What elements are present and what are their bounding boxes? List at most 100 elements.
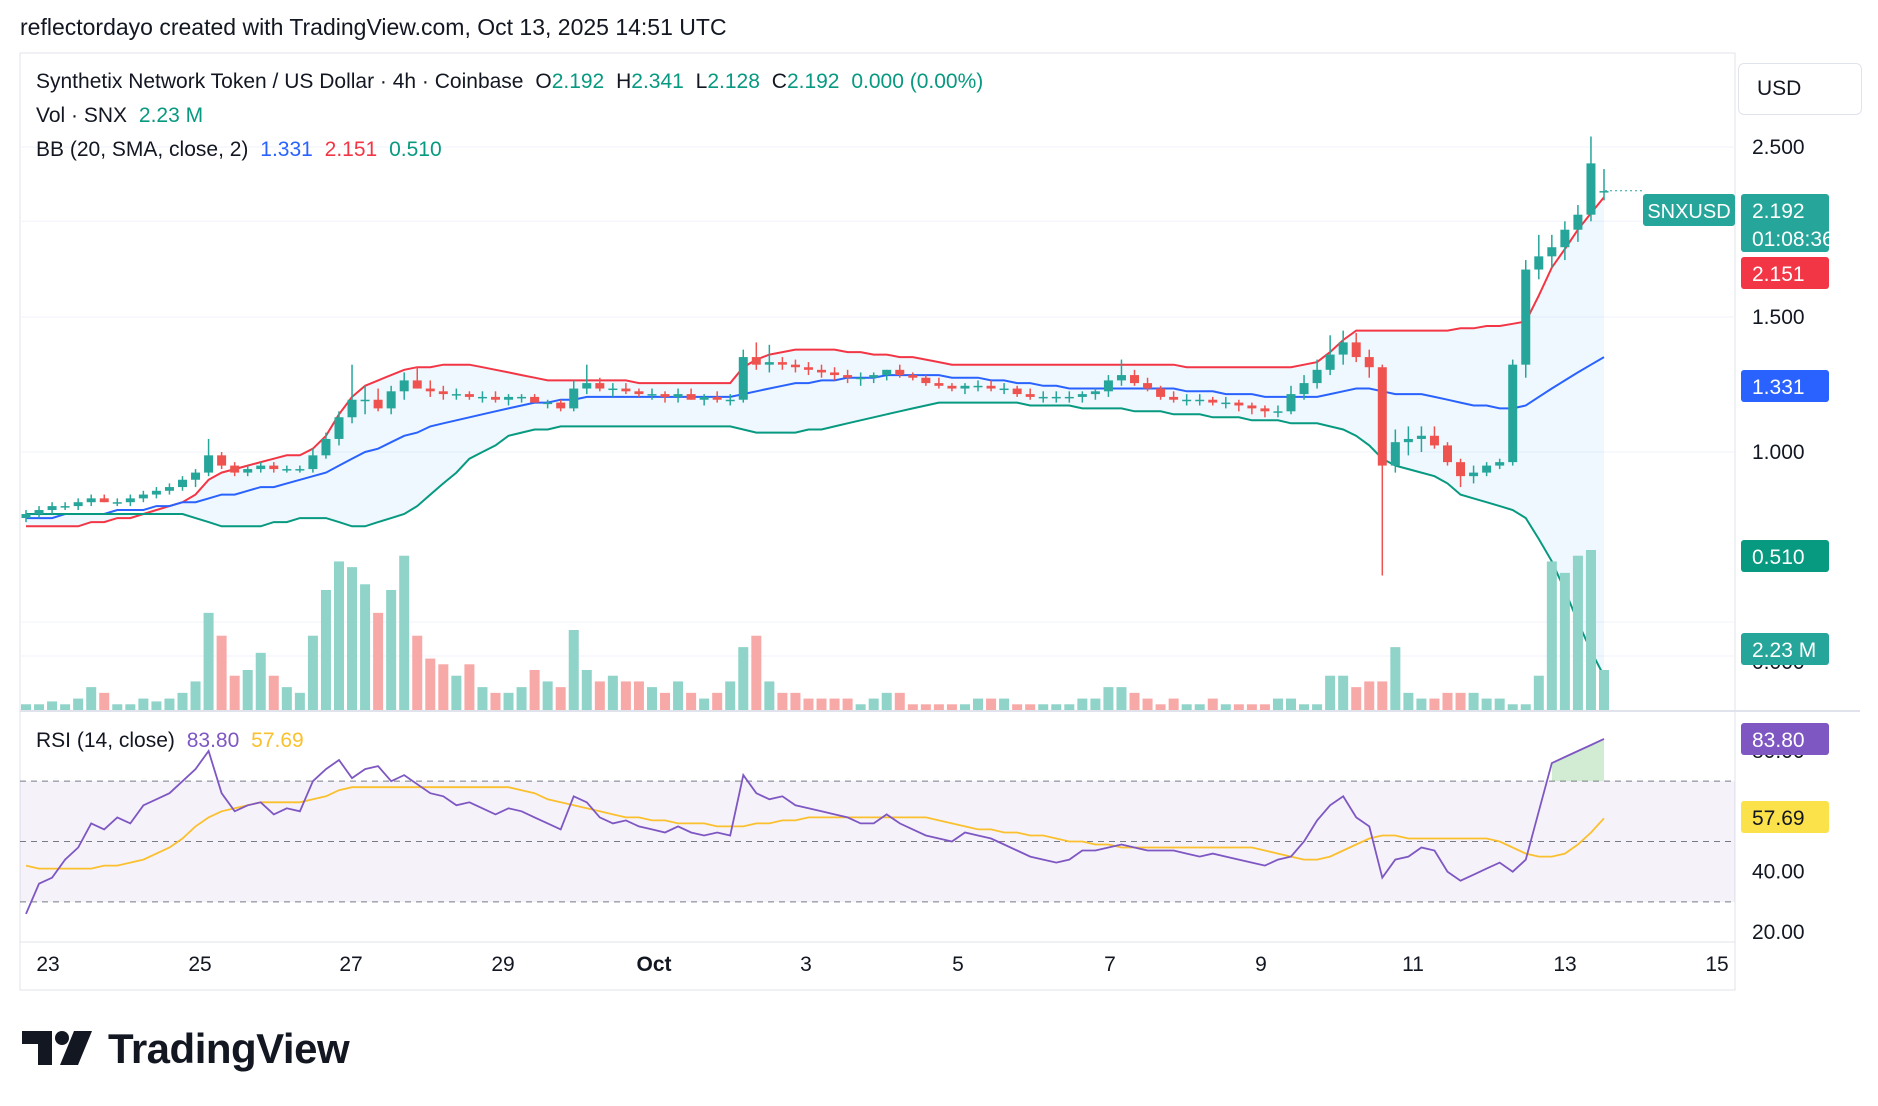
candle bbox=[608, 383, 618, 397]
currency-button[interactable]: USD bbox=[1738, 63, 1862, 115]
candle bbox=[1116, 359, 1126, 386]
candle bbox=[882, 369, 892, 381]
rsi-marker: 83.80 bbox=[1741, 723, 1829, 755]
volume-value: 2.23 M bbox=[138, 104, 204, 127]
candle bbox=[1273, 405, 1283, 418]
candle bbox=[973, 380, 983, 392]
candle bbox=[673, 388, 683, 403]
bb-lower-marker-text: 0.510 bbox=[1752, 546, 1805, 569]
candle-body bbox=[986, 385, 996, 389]
volume-bar bbox=[1312, 704, 1323, 710]
volume-bar bbox=[451, 675, 462, 710]
candle bbox=[803, 362, 813, 376]
volume-bar bbox=[229, 675, 240, 710]
candle-body bbox=[882, 369, 892, 376]
candle-body bbox=[1377, 367, 1387, 466]
volume-bar bbox=[842, 698, 853, 710]
volume-bar bbox=[1442, 692, 1453, 710]
candle-body bbox=[777, 362, 787, 365]
volume-bar bbox=[151, 701, 162, 710]
volume-bar bbox=[1064, 704, 1075, 710]
candle bbox=[334, 411, 344, 446]
volume-bar bbox=[1168, 698, 1179, 710]
candle-body bbox=[1416, 435, 1426, 439]
candle bbox=[869, 372, 879, 384]
volume-bar bbox=[1181, 704, 1192, 710]
bb-basis-line bbox=[26, 356, 1605, 520]
volume-bar bbox=[881, 692, 892, 710]
rsi-tick-label: 40.00 bbox=[1752, 861, 1805, 884]
volume-bar bbox=[490, 692, 501, 710]
volume-bar bbox=[568, 630, 579, 710]
bb-lower-marker: 0.510 bbox=[1741, 540, 1829, 572]
rsi-value: 83.80 bbox=[186, 729, 240, 752]
price-tick-label: 1.000 bbox=[1752, 441, 1805, 464]
bb-label: BB (20, SMA, close, 2) bbox=[36, 138, 249, 161]
candle-body bbox=[1312, 369, 1322, 384]
candle bbox=[1338, 330, 1348, 365]
candle-body bbox=[425, 388, 435, 392]
candle-body bbox=[86, 498, 96, 503]
candle bbox=[347, 364, 357, 424]
volume-bar bbox=[1259, 704, 1270, 710]
candle bbox=[1443, 442, 1453, 466]
volume-bar bbox=[920, 704, 931, 710]
candle bbox=[1599, 169, 1609, 201]
rsi-label: RSI (14, close) bbox=[36, 729, 175, 752]
candle-body bbox=[191, 472, 201, 480]
candle bbox=[321, 432, 331, 459]
time-tick-label: 27 bbox=[339, 953, 362, 976]
volume-bar bbox=[946, 704, 957, 710]
symbol-title[interactable]: Synthetix Network Token / US Dollar · 4h… bbox=[36, 70, 524, 93]
volume-bar bbox=[425, 658, 436, 710]
candle bbox=[1208, 396, 1218, 406]
volume-bar bbox=[555, 687, 566, 710]
candle-body bbox=[686, 394, 696, 400]
candle-body bbox=[99, 498, 109, 503]
volume-bar bbox=[1533, 675, 1544, 710]
volume-bar bbox=[164, 698, 175, 710]
bb-basis-marker-bg bbox=[1741, 370, 1829, 402]
volume-bar bbox=[386, 590, 397, 710]
candle bbox=[60, 502, 70, 511]
candle-body bbox=[1090, 391, 1100, 395]
price-tick-label: 1.500 bbox=[1752, 306, 1805, 329]
candle-body bbox=[477, 396, 487, 399]
candle bbox=[1547, 234, 1557, 268]
volume-bar bbox=[320, 590, 331, 710]
candle-body bbox=[1143, 383, 1153, 389]
candle bbox=[451, 388, 461, 400]
candle-body bbox=[1469, 472, 1479, 477]
candle bbox=[1364, 349, 1374, 378]
candle-body bbox=[295, 469, 305, 471]
rsi-tick-label: 20.00 bbox=[1752, 921, 1805, 944]
candle bbox=[1508, 359, 1518, 466]
candle-body bbox=[673, 394, 683, 397]
candle-body bbox=[1103, 380, 1113, 392]
candle-body bbox=[1443, 445, 1453, 463]
volume-bar bbox=[686, 692, 697, 710]
time-tick-label: 3 bbox=[800, 953, 812, 976]
candle bbox=[1169, 391, 1179, 403]
candle bbox=[1090, 388, 1100, 400]
candle bbox=[177, 476, 187, 491]
volume-bar bbox=[777, 692, 788, 710]
volume-bar bbox=[738, 647, 749, 710]
rsi-ma-value: 57.69 bbox=[251, 729, 304, 752]
candle-body bbox=[256, 465, 266, 470]
candle bbox=[73, 498, 83, 511]
candle bbox=[1403, 426, 1413, 456]
time-tick-label: 7 bbox=[1104, 953, 1116, 976]
volume-bar bbox=[986, 698, 997, 710]
candle bbox=[660, 391, 670, 403]
candle bbox=[360, 385, 370, 415]
candle bbox=[986, 380, 996, 392]
candle bbox=[634, 388, 644, 397]
close-value: C2.192 bbox=[771, 70, 840, 93]
bb-fill bbox=[26, 197, 1604, 677]
volume-marker: 2.23 M bbox=[1741, 633, 1829, 665]
candle-body bbox=[817, 369, 827, 373]
candle bbox=[1103, 375, 1113, 397]
bb-lower-line bbox=[26, 401, 1605, 677]
